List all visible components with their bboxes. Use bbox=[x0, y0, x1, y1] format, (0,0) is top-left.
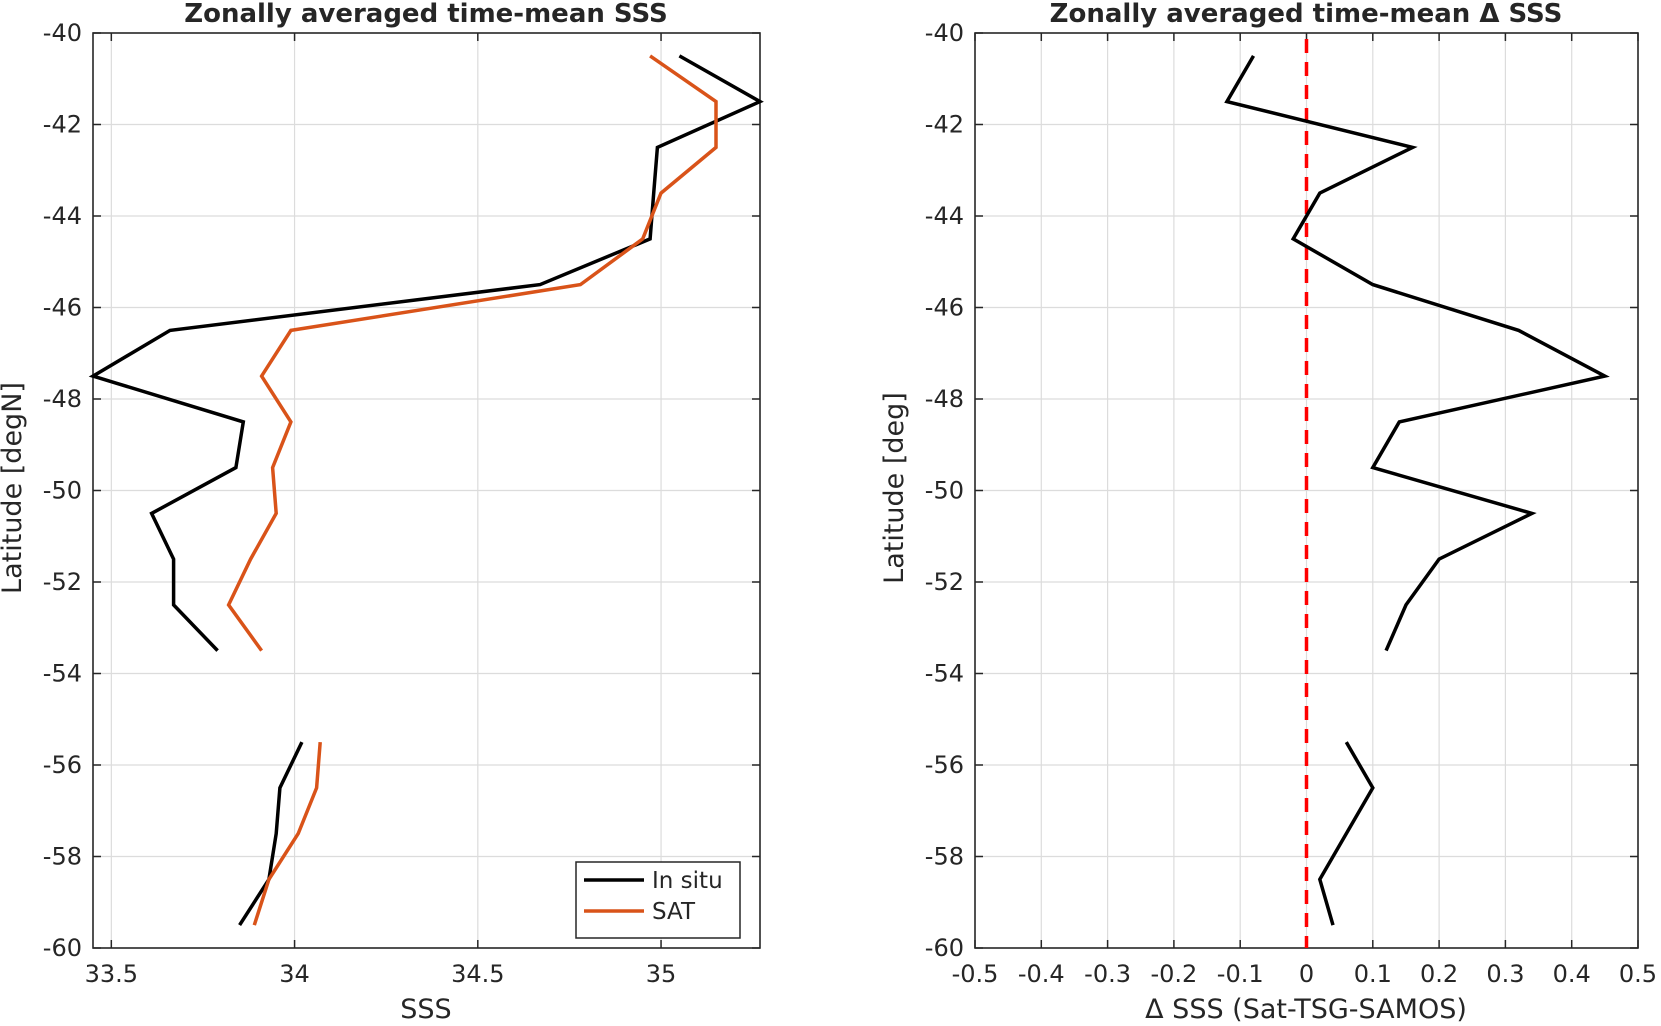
right-y-tick-label: -58 bbox=[925, 843, 964, 871]
right-x-tick-label: -0.1 bbox=[1217, 960, 1264, 988]
left-y-tick-label: -60 bbox=[43, 934, 82, 962]
right-x-tick-label: 0 bbox=[1299, 960, 1314, 988]
right-x-tick-label: 0.4 bbox=[1553, 960, 1591, 988]
left-y-tick-label: -40 bbox=[43, 19, 82, 47]
right-y-tick-label: -52 bbox=[925, 568, 964, 596]
left-y-axis-label: Latitude [degN] bbox=[0, 382, 28, 594]
right-y-tick-label: -40 bbox=[925, 19, 964, 47]
right-x-axis-label: Δ SSS (Sat-TSG-SAMOS) bbox=[1145, 994, 1467, 1025]
right-panel-delta-sss: Zonally averaged time-mean Δ SSS Δ SSS (… bbox=[879, 0, 1657, 1025]
left-series-in-situ-line-seg1 bbox=[238, 741, 304, 927]
left-y-tick-label: -56 bbox=[43, 751, 82, 779]
right-y-tick-label: -42 bbox=[925, 111, 964, 139]
left-x-tick-label: 34 bbox=[279, 960, 310, 988]
legend-label: SAT bbox=[652, 899, 696, 925]
left-y-tick-label: -52 bbox=[43, 568, 82, 596]
right-chart-title: Zonally averaged time-mean Δ SSS bbox=[1050, 0, 1563, 29]
right-y-axis-label: Latitude [deg] bbox=[879, 392, 910, 584]
right-x-tick-label: -0.5 bbox=[952, 960, 999, 988]
right-x-tick-label: -0.2 bbox=[1150, 960, 1197, 988]
right-x-tick-label: -0.4 bbox=[1018, 960, 1065, 988]
right-y-tick-label: -54 bbox=[925, 660, 964, 688]
right-y-tick-label: -50 bbox=[925, 477, 964, 505]
right-series-0-line-seg1 bbox=[1317, 741, 1375, 926]
left-x-tick-label: 35 bbox=[646, 960, 677, 988]
right-x-tick-label: 0.3 bbox=[1486, 960, 1524, 988]
left-y-tick-label: -50 bbox=[43, 477, 82, 505]
right-y-tick-label: -56 bbox=[925, 751, 964, 779]
left-series-sat-line-seg0 bbox=[226, 54, 718, 652]
left-legend: In situ SAT bbox=[575, 861, 741, 939]
right-x-tick-label: 0.1 bbox=[1354, 960, 1392, 988]
right-series-0-line-seg0 bbox=[1224, 55, 1610, 652]
right-y-tick-label: -46 bbox=[925, 294, 964, 322]
left-x-tick-label: 33.5 bbox=[85, 960, 138, 988]
left-series-in-situ-line-seg0 bbox=[88, 54, 764, 652]
right-y-tick-label: -60 bbox=[925, 934, 964, 962]
left-y-tick-label: -54 bbox=[43, 660, 82, 688]
left-y-tick-label: -42 bbox=[43, 111, 82, 139]
right-x-tick-label: 0.5 bbox=[1619, 960, 1657, 988]
right-y-tick-label: -44 bbox=[925, 202, 964, 230]
right-x-tick-label: -0.3 bbox=[1084, 960, 1131, 988]
left-y-tick-label: -46 bbox=[43, 294, 82, 322]
left-series-sat-line-seg1 bbox=[252, 741, 322, 926]
left-y-tick-label: -44 bbox=[43, 202, 82, 230]
legend-label: In situ bbox=[652, 868, 723, 894]
left-x-axis-label: SSS bbox=[400, 994, 451, 1025]
right-y-tick-label: -48 bbox=[925, 385, 964, 413]
legend-box bbox=[575, 861, 741, 939]
left-x-tick-label: 34.5 bbox=[451, 960, 504, 988]
left-y-tick-label: -48 bbox=[43, 385, 82, 413]
right-x-tick-label: 0.2 bbox=[1420, 960, 1458, 988]
left-chart-title: Zonally averaged time-mean SSS bbox=[184, 0, 668, 29]
left-panel-sss: Zonally averaged time-mean SSS SSS Latit… bbox=[0, 0, 764, 1025]
left-y-tick-label: -58 bbox=[43, 843, 82, 871]
